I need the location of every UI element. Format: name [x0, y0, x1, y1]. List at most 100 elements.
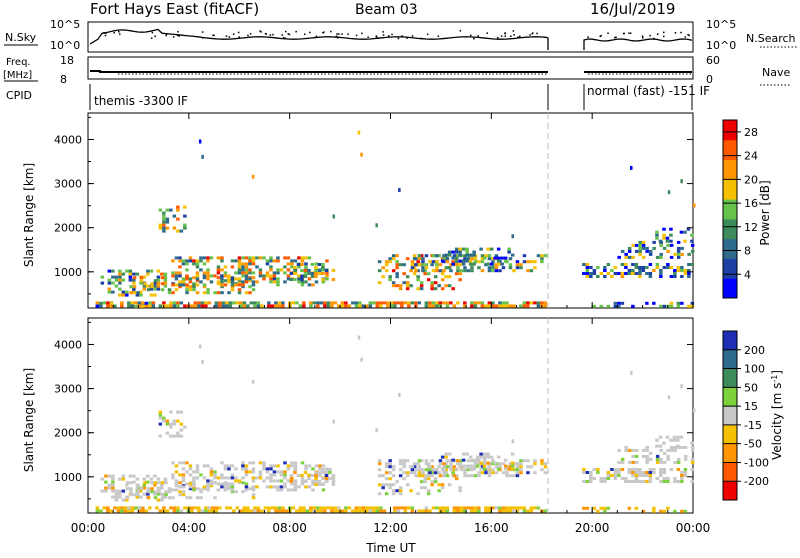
heat-cell: [451, 250, 455, 254]
colorbar-swatch: [723, 368, 737, 388]
nsky-point: [288, 33, 291, 36]
heat-cell: [400, 304, 404, 308]
heat-cell: [435, 263, 439, 267]
heat-cell: [234, 490, 238, 494]
heat-cell: [109, 301, 114, 305]
heat-cell: [543, 301, 548, 305]
cpid-segment-2: normal (fast) -151 IF: [587, 84, 710, 98]
heat-cell: [658, 239, 663, 243]
heat-cell: [468, 464, 473, 468]
nsky-point: [510, 35, 512, 37]
heat-cell: [274, 304, 278, 308]
heat-cell: [188, 277, 193, 281]
heat-cell: [365, 509, 369, 513]
heat-cell: [331, 278, 336, 281]
heat-cell: [428, 301, 432, 305]
heat-cell: [458, 278, 462, 282]
heat-cell: [655, 454, 660, 458]
heat-cell: [426, 477, 431, 481]
heat-cell: [638, 474, 642, 477]
heat-cell: [290, 488, 294, 492]
heat-cell: [491, 257, 495, 261]
heat-cell: [277, 509, 282, 513]
heat-cell: [129, 493, 133, 497]
heat-cell: [125, 269, 129, 273]
heat-cell: [144, 304, 149, 308]
heat-cell: [473, 304, 478, 308]
heat-cell: [148, 506, 152, 510]
heat-cell: [377, 281, 382, 285]
heat-cell: [153, 492, 157, 496]
colorbar-frame: [722, 330, 738, 501]
heat-cell: [641, 246, 646, 250]
heat-cell: [206, 271, 210, 275]
heat-cell: [372, 506, 376, 510]
heat-cell: [139, 487, 144, 491]
heat-cell: [153, 281, 157, 285]
heat-cell: [185, 262, 189, 266]
heat-cell: [202, 291, 207, 295]
heat-cell: [167, 291, 172, 295]
heat-cell: [638, 269, 642, 272]
heat-cell: [255, 256, 259, 260]
heat-cell: [655, 460, 660, 464]
heat-cell: [162, 301, 166, 305]
heat-cell: [146, 284, 150, 288]
heat-cell: [472, 253, 476, 257]
heat-cell: [433, 275, 438, 279]
heat-cell: [100, 477, 105, 481]
nsky-point: [213, 34, 215, 37]
colorbar-swatch: [723, 258, 737, 279]
heat-cell: [251, 259, 256, 263]
heat-cell: [251, 276, 256, 280]
heat-cell: [206, 482, 210, 486]
heat-cell: [627, 255, 632, 259]
heat-cell: [610, 474, 614, 477]
heat-cell: [405, 257, 410, 261]
heat-cell: [479, 247, 483, 251]
heat-cell: [493, 256, 497, 260]
heat-cell: [232, 509, 236, 513]
heat-cell: [412, 272, 417, 276]
heat-cell: [456, 254, 460, 258]
heat-cell: [125, 293, 129, 297]
heat-cell: [113, 304, 117, 308]
heat-cell: [162, 229, 166, 233]
heat-cell: [132, 480, 136, 484]
heat-cell: [417, 263, 422, 267]
heat-cell: [139, 279, 144, 283]
heat-cell: [445, 301, 450, 305]
heat-cell: [454, 474, 459, 478]
heat-cell: [232, 301, 236, 305]
heat-cell: [508, 257, 513, 261]
heat-cell: [109, 509, 114, 513]
heat-cell: [648, 275, 653, 278]
heat-cell: [167, 496, 172, 500]
heat-cell: [508, 462, 513, 466]
nsky-point: [335, 36, 337, 38]
heat-cell: [379, 509, 383, 513]
heat-cell: [286, 262, 291, 266]
heat-cell: [107, 287, 112, 291]
heat-cell: [617, 301, 621, 305]
heat-cell: [146, 487, 151, 491]
heat-cell: [405, 281, 410, 285]
heat-cell: [409, 284, 413, 288]
heat-cell: [303, 269, 308, 272]
heat-cell: [463, 301, 467, 305]
heat-cell: [158, 509, 163, 513]
heat-cell: [454, 477, 459, 481]
heat-cell: [620, 460, 625, 464]
heat-cell: [314, 262, 319, 266]
heat-cell: [543, 254, 548, 258]
heat-cell: [683, 471, 688, 474]
heat-cell: [223, 485, 228, 489]
heat-cell: [680, 480, 684, 483]
heat-cell: [289, 477, 294, 480]
heat-cell: [167, 288, 172, 292]
heat-cell: [496, 467, 501, 471]
y-tick-label: 4000: [54, 338, 82, 351]
heat-cell: [655, 457, 660, 461]
heat-cell: [213, 473, 217, 477]
heat-cell: [167, 487, 172, 491]
